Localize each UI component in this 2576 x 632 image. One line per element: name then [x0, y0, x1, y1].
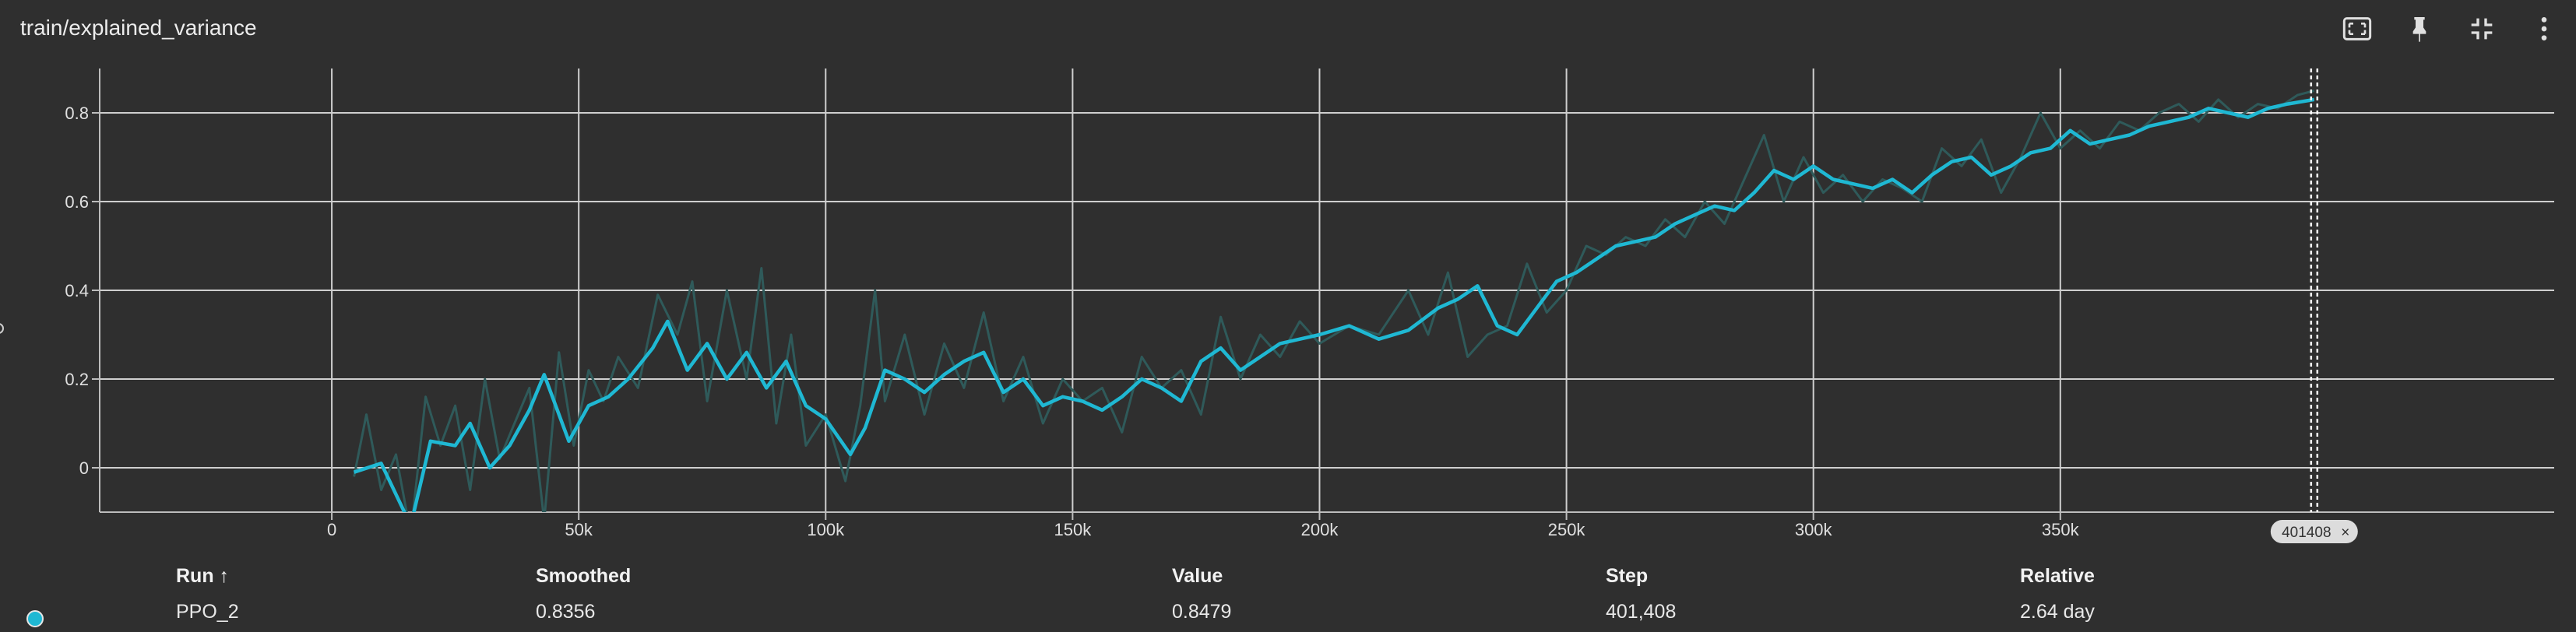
x-tick-label: 300k — [1795, 520, 1833, 539]
legend-table-header: Run ↑ Smoothed Value Step Relative — [0, 565, 2576, 596]
header-value[interactable]: Value — [1172, 565, 1223, 587]
step-badge-label: 401408 — [2282, 525, 2331, 541]
y-tick-label: 0 — [79, 458, 89, 478]
x-tick-label: 150k — [1054, 520, 1093, 539]
collapse-icon — [2471, 18, 2493, 40]
close-icon[interactable]: × — [2341, 525, 2349, 541]
smoothed-series-line — [353, 97, 2315, 512]
pin-button[interactable] — [2402, 11, 2437, 47]
header-relative[interactable]: Relative — [2020, 565, 2095, 587]
y-tick-label: 0.2 — [65, 370, 89, 389]
fit-domain-button[interactable] — [2339, 11, 2375, 47]
header-run[interactable]: Run ↑ — [176, 565, 230, 587]
resize-handle-icon[interactable] — [0, 321, 8, 336]
raw-value: 0.8479 — [1172, 601, 1232, 623]
step-badge[interactable] — [2270, 520, 2358, 543]
more-vert-icon — [2541, 17, 2547, 40]
y-tick-label: 0.8 — [65, 104, 89, 123]
x-tick-label: 350k — [2042, 520, 2080, 539]
pin-icon — [2412, 17, 2426, 42]
header-smoothed[interactable]: Smoothed — [536, 565, 632, 587]
collapse-button[interactable] — [2464, 11, 2500, 47]
run-name: PPO_2 — [176, 601, 239, 623]
smoothed-value: 0.8356 — [536, 601, 596, 623]
x-tick-label: 100k — [807, 520, 845, 539]
raw-series-line — [353, 90, 2315, 512]
header-step[interactable]: Step — [1606, 565, 1649, 587]
step-value: 401,408 — [1606, 601, 1677, 623]
fit-domain-icon — [2342, 17, 2372, 40]
x-tick-label: 50k — [565, 520, 593, 539]
x-tick-label: 200k — [1301, 520, 1339, 539]
chart-title: train/explained_variance — [20, 16, 257, 40]
more-options-button[interactable] — [2526, 11, 2562, 47]
y-tick-label: 0.6 — [65, 192, 89, 212]
x-tick-label: 250k — [1548, 520, 1586, 539]
x-tick-label: 0 — [327, 520, 336, 539]
table-row: PPO_2 0.8356 0.8479 401,408 2.64 day — [0, 601, 2576, 632]
relative-time: 2.64 day — [2020, 601, 2095, 623]
run-color-dot — [26, 610, 44, 627]
chart-toolbar — [2339, 11, 2562, 47]
chart-plot[interactable]: 401408 × 0 50k 100k 150k 200k 250k 300k 350k 0 0.2… — [0, 0, 2576, 545]
y-tick-label: 0.4 — [65, 281, 89, 300]
